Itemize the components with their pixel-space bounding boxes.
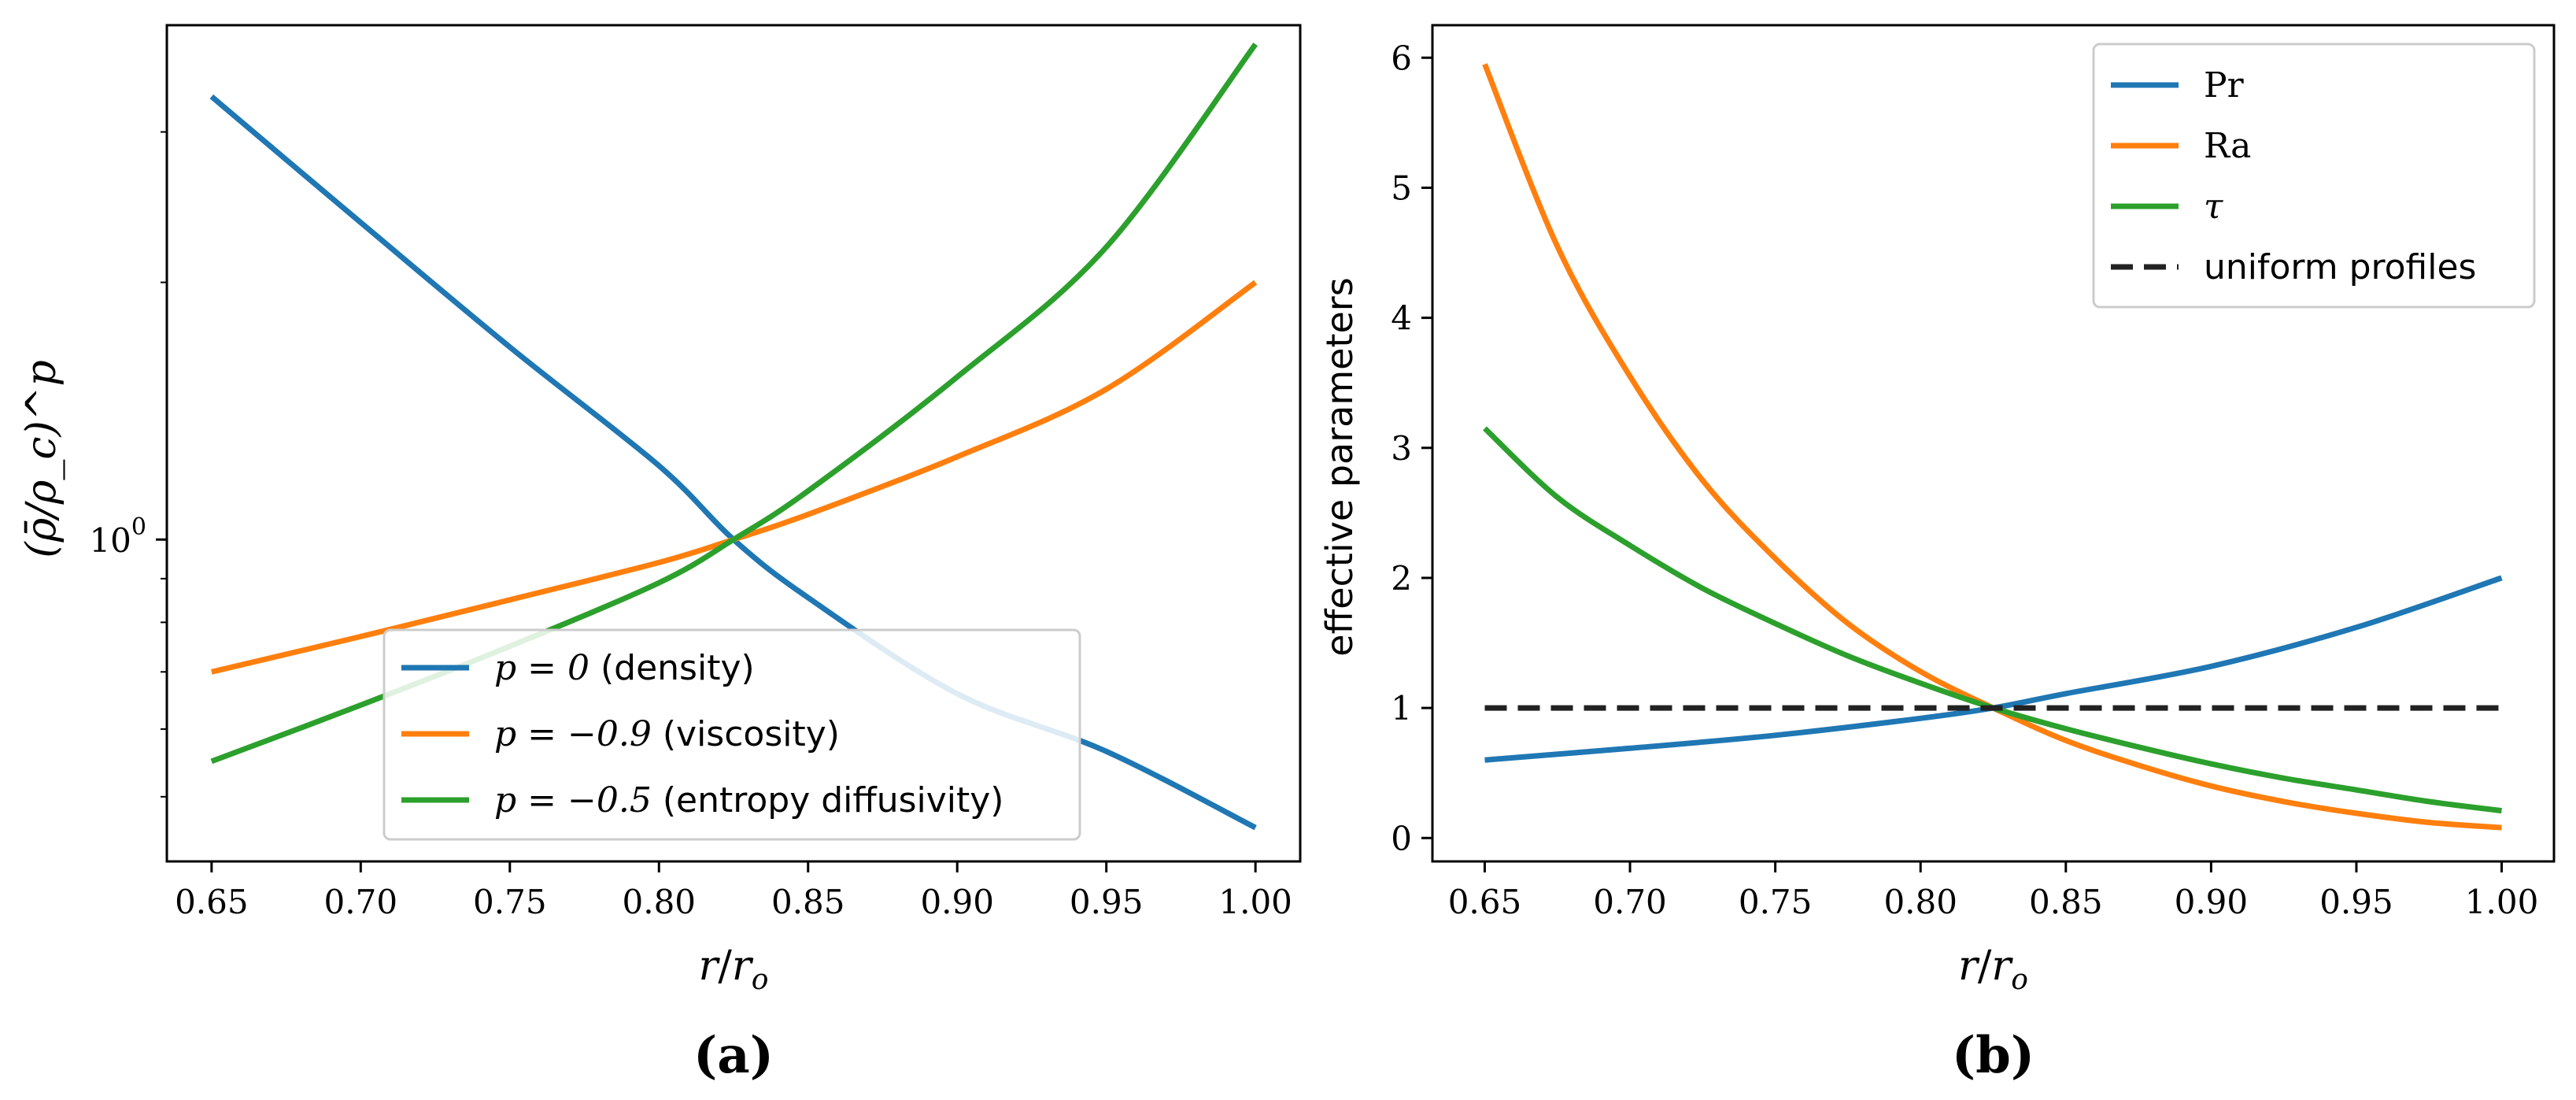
legend-entry-0: p = 0 (density) [494,648,755,688]
x-tick-label: 0.70 [1593,883,1667,921]
x-axis-label-num: r [1958,943,1980,990]
x-tick-label: 0.70 [324,883,398,921]
legend-entry-2: τ [2204,187,2223,227]
x-tick-label: 0.95 [2319,883,2393,921]
y-tick-label: 0 [1391,819,1412,857]
x-axis-label-num: r [699,943,721,990]
panel-a-label: (a) [693,1026,774,1085]
panel-a-x-axis-label: r/ro [699,943,769,996]
legend-entry-math: p = 0 [494,648,589,688]
panel-b-x-axis-label: r/ro [1958,943,2028,996]
panel-a-plot-frame [165,24,1302,863]
legend-entry-2: p = −0.5 (entropy diffusivity) [494,780,1003,820]
x-tick-label: 0.85 [771,883,845,921]
y-tick-label: 3 [1391,429,1412,468]
panel-b-plot-frame [1431,24,2556,863]
y-tick-label: 100 [89,513,146,560]
x-tick-label: 0.80 [623,883,697,921]
series-line-2 [1483,426,2502,814]
y-tick-label: 4 [1391,299,1412,338]
legend-entry-math: p = −0.5 [494,780,652,820]
x-axis-label-den: r [1991,943,2013,990]
legend-entry-text: (entropy diffusivity) [663,780,1004,820]
series-line-1 [210,280,1258,675]
x-axis-label-slash: / [1978,943,1992,990]
legend-entry-text: (viscosity) [663,714,840,754]
series-line-0 [1484,575,2503,763]
x-tick-label: 0.65 [1448,883,1522,921]
x-tick-label: 0.65 [175,883,249,921]
x-axis-label-sub: o [2011,964,2028,996]
legend-entry-3: uniform profiles [2204,247,2476,287]
x-tick-label: 0.85 [2029,883,2103,921]
legend-entry-1: p = −0.9 (viscosity) [494,714,840,754]
x-axis-label-slash: / [718,943,732,990]
panel-b-y-axis-label: effective parameters [1318,277,1361,656]
panel-b-chart: 0.65 0.70 0.75 0.80 0.85 0.90 0.95 1.00 0 1 2 3 4 5 6… [1318,24,2556,1085]
y-tick-label: 5 [1391,169,1412,207]
x-tick-label: 0.75 [1739,883,1813,921]
y-tick-label-base: 10 [89,521,131,560]
legend-entry-text: (density) [601,648,755,688]
x-tick-label: 0.90 [2175,883,2249,921]
legend-entry-1: Ra [2204,126,2251,166]
legend-entry-math: p = −0.9 [494,714,652,754]
x-axis-label-den: r [732,943,754,990]
y-tick-label-exponent: 0 [131,513,146,541]
legend-box [2092,43,2536,309]
x-tick-label: 0.95 [1070,883,1144,921]
panel-b-label: (b) [1952,1026,2035,1085]
x-tick-label: 0.75 [473,883,547,921]
x-axis-label-sub: o [752,964,769,996]
panel-a-chart: 0.65 0.70 0.75 0.80 0.85 0.90 0.95 1.00 100 r/r… [18,24,1302,1085]
panel-a-y-axis-label: (ρ̄/ρ_c)^p [18,360,65,557]
y-tick-label: 1 [1391,689,1412,728]
x-tick-label: 1.00 [1218,883,1292,921]
legend-entry-0: Pr [2204,65,2245,106]
panel-a-legend: p = 0 (density)p = −0.9 (viscosity)p = −0.… [383,628,1081,841]
panel-b-legend: Pr Ra τ uniform profiles [2092,43,2536,309]
x-tick-label: 1.00 [2465,883,2539,921]
x-tick-label: 0.90 [920,883,994,921]
x-axis-label-text: r/ro [1958,943,2028,996]
legend-box [383,628,1081,841]
y-tick-label: 2 [1391,559,1412,598]
y-axis-label-text: (ρ̄/ρ_c)^p [18,360,65,557]
series-line-1 [1482,63,2502,831]
y-tick-label: 6 [1391,39,1412,77]
x-axis-label-text: r/ro [699,943,769,996]
x-tick-label: 0.80 [1883,883,1957,921]
